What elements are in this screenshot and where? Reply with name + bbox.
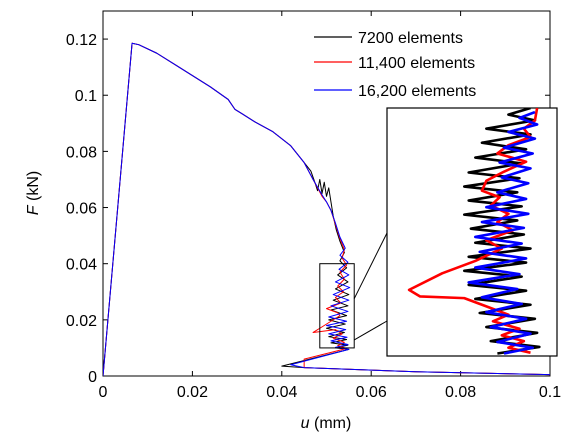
legend: 7200 elements 11,400 elements 16,200 ele… [314,30,476,100]
zoom-indicator [319,232,388,349]
y-tick-label: 0 [88,369,97,386]
x-axis-symbol: u [301,415,310,432]
x-tick-label: 0.02 [177,384,208,401]
inset-series-line-2 [467,110,539,355]
inset-series-line-1 [407,108,539,354]
x-axis-ticks: 0 0.02 0.04 0.06 0.08 0.1 [99,11,561,401]
zoom-connector-upper [353,232,388,299]
inset-series-group [407,108,541,355]
x-tick-label: 0.08 [445,384,476,401]
y-tick-label: 0.12 [66,32,97,49]
legend-label-16200: 16,200 elements [358,83,476,100]
x-axis-unit: (mm) [314,415,351,432]
inset-frame [386,107,558,357]
series-layer [103,42,550,376]
legend-label-11400: 11,400 elements [358,55,475,72]
y-axis-symbol: F [25,204,42,215]
inset-zoom-panel [386,107,558,357]
y-tick-label: 0.06 [66,201,97,218]
y-axis-unit: (kN) [25,171,42,201]
y-tick-label: 0.1 [75,88,97,105]
x-tick-label: 0.06 [356,384,387,401]
x-tick-label: 0.1 [539,384,561,401]
legend-label-7200: 7200 elements [358,30,463,47]
series-line-2 [103,42,550,376]
y-tick-label: 0.08 [66,144,97,161]
x-tick-label: 0 [99,384,108,401]
y-axis-title: F (kN) [25,171,42,215]
x-axis-title: u (mm) [301,415,352,432]
zoom-connector-lower [353,320,388,341]
y-tick-label: 0.02 [66,313,97,330]
zoom-source-box [319,263,355,349]
y-tick-label: 0.04 [66,257,97,274]
y-axis-ticks: 0 0.02 0.04 0.06 0.08 0.1 0.12 [66,32,550,386]
x-tick-label: 0.04 [266,384,297,401]
